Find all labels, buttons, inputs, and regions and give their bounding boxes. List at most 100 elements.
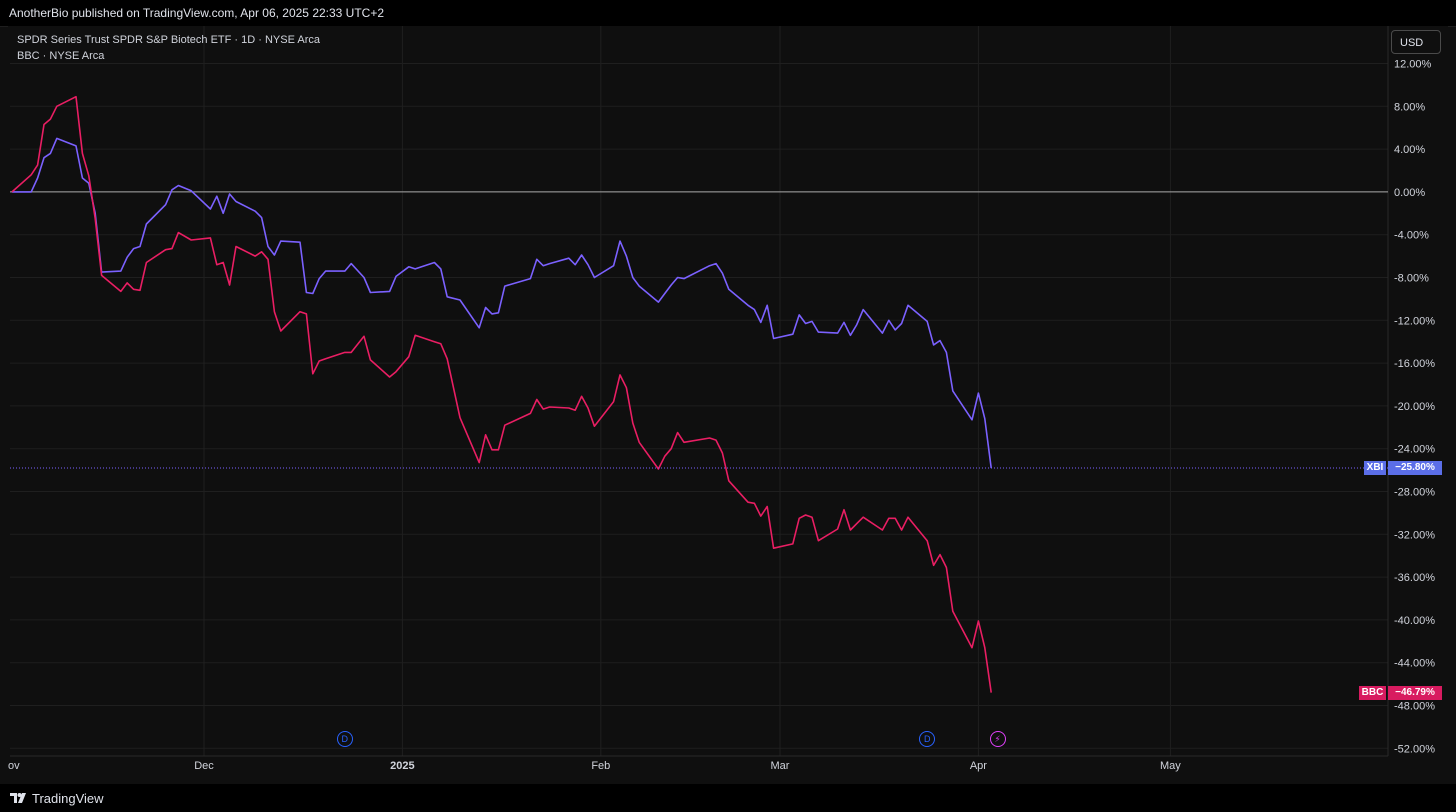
data-point-xbi (611, 263, 617, 269)
data-point-bbc (367, 357, 373, 363)
data-point-bbc (540, 406, 546, 412)
x-tick-label: 2025 (390, 760, 414, 772)
data-point-xbi (982, 416, 988, 422)
chart-axes: 12.00% 8.00% 4.00% 0.00% -4.00% -8.00% -12.00%… (8, 26, 1435, 772)
data-point-xbi (444, 294, 450, 300)
data-point-xbi (566, 255, 572, 261)
data-point-xbi (591, 275, 597, 281)
data-point-xbi (841, 319, 847, 325)
y-tick-label: -48.00% (1394, 701, 1435, 713)
data-point-bbc (623, 385, 629, 391)
data-point-xbi (476, 325, 482, 331)
legend-xbi[interactable]: SPDR Series Trust SPDR S&P Biotech ETF ·… (17, 34, 320, 46)
data-point-xbi (636, 283, 642, 289)
chart-pane[interactable] (8, 26, 1448, 784)
price-tag-value-xbi: −25.80% (1388, 460, 1442, 475)
data-point-bbc (892, 515, 898, 521)
data-point-xbi (207, 206, 213, 212)
data-point-bbc (585, 405, 591, 411)
data-point-bbc (342, 349, 348, 355)
currency-button[interactable]: USD (1391, 30, 1441, 54)
y-tick-label: -16.00% (1394, 358, 1435, 370)
y-tick-label: 8.00% (1394, 101, 1425, 113)
data-point-bbc (163, 247, 169, 253)
data-point-xbi (73, 143, 79, 149)
data-point-xbi (886, 317, 892, 323)
data-point-bbc (681, 439, 687, 445)
series-line-bbc[interactable] (11, 95, 992, 693)
publisher-caption: AnotherBio published on TradingView.com,… (9, 6, 385, 20)
dividend-icon[interactable]: D (336, 731, 353, 747)
data-point-xbi (131, 246, 137, 252)
data-point-xbi (227, 191, 233, 197)
data-point-xbi (137, 244, 143, 250)
data-point-xbi (495, 310, 501, 316)
data-point-bbc (566, 405, 572, 411)
data-point-xbi (28, 189, 34, 195)
y-tick-label: -20.00% (1394, 401, 1435, 413)
footer-brand[interactable]: TradingView (32, 791, 104, 806)
data-point-bbc (348, 349, 354, 355)
series-line-xbi[interactable] (12, 137, 992, 469)
data-point-xbi (163, 202, 169, 208)
data-point-xbi (35, 175, 41, 181)
data-point-xbi (950, 388, 956, 394)
data-point-bbc (854, 521, 860, 527)
data-point-xbi (540, 263, 546, 269)
data-point-xbi (892, 327, 898, 333)
y-tick-label: 4.00% (1394, 144, 1425, 156)
data-point-bbc (316, 358, 322, 364)
data-point-bbc (175, 230, 181, 236)
data-point-bbc (771, 545, 777, 551)
price-chart[interactable]: 12.00% 8.00% 4.00% 0.00% -4.00% -8.00% -12.00%… (0, 0, 1456, 784)
data-point-xbi (118, 268, 124, 274)
data-point-bbc (790, 541, 796, 547)
data-point-xbi (367, 290, 373, 296)
data-point-bbc (143, 260, 149, 266)
data-point-xbi (387, 288, 393, 294)
data-point-bbc (655, 466, 661, 472)
data-point-bbc (393, 369, 399, 375)
footer: TradingView (0, 784, 1456, 812)
data-point-bbc (99, 272, 105, 278)
data-point-xbi (143, 221, 149, 227)
x-tick-label: Apr (970, 760, 987, 772)
data-point-xbi (975, 390, 981, 396)
data-point-xbi (617, 238, 623, 244)
price-tag-name-bbc: BBC (1359, 685, 1386, 700)
data-point-bbc (803, 512, 809, 518)
data-point-xbi (796, 312, 802, 318)
data-point-bbc (937, 552, 943, 558)
tradingview-logo-icon[interactable] (9, 791, 29, 805)
data-point-bbc (86, 173, 92, 179)
data-point-bbc (630, 420, 636, 426)
data-point-xbi (342, 268, 348, 274)
data-point-bbc (9, 189, 15, 195)
data-point-bbc (406, 354, 412, 360)
dividend-icon[interactable]: D (919, 731, 936, 747)
data-point-bbc (764, 504, 770, 510)
price-tag-value-bbc: −46.79% (1388, 685, 1442, 700)
data-point-xbi (233, 199, 239, 205)
data-point-bbc (438, 341, 444, 347)
data-point-xbi (726, 286, 732, 292)
data-point-bbc (860, 514, 866, 520)
data-point-xbi (579, 252, 585, 258)
data-point-xbi (803, 321, 809, 327)
data-point-xbi (572, 262, 578, 268)
data-point-bbc (489, 447, 495, 453)
data-point-bbc (726, 478, 732, 484)
legend-bbc[interactable]: BBC · NYSE Arca (17, 50, 105, 62)
lightning-icon[interactable]: ⚡ (989, 731, 1006, 747)
data-point-bbc (35, 162, 41, 168)
data-point-xbi (124, 254, 130, 260)
data-point-bbc (617, 372, 623, 378)
data-point-bbc (227, 282, 233, 288)
data-point-bbc (252, 253, 258, 259)
data-point-xbi (751, 307, 757, 313)
data-point-xbi (662, 291, 668, 297)
data-point-bbc (636, 439, 642, 445)
data-point-xbi (790, 331, 796, 337)
data-point-bbc (233, 244, 239, 250)
data-point-bbc (457, 415, 463, 421)
